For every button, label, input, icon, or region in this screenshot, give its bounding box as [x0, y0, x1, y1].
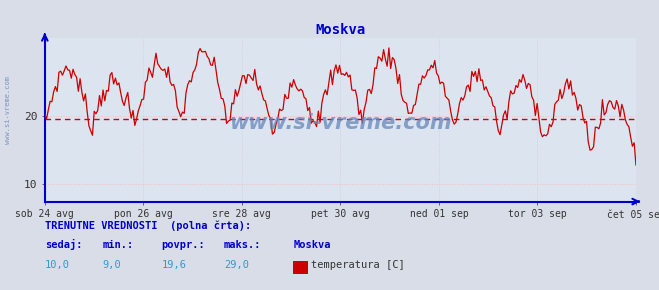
Text: maks.:: maks.:	[224, 240, 262, 250]
Text: 19,6: 19,6	[161, 260, 186, 270]
Text: TRENUTNE VREDNOSTI  (polna črta):: TRENUTNE VREDNOSTI (polna črta):	[45, 221, 251, 231]
Text: temperatura [C]: temperatura [C]	[311, 260, 405, 270]
Text: 29,0: 29,0	[224, 260, 249, 270]
Text: www.si-vreme.com: www.si-vreme.com	[229, 113, 451, 133]
Text: sedaj:: sedaj:	[45, 239, 82, 250]
Text: min.:: min.:	[102, 240, 133, 250]
Text: povpr.:: povpr.:	[161, 240, 205, 250]
Title: Moskva: Moskva	[315, 23, 366, 37]
Text: www.si-vreme.com: www.si-vreme.com	[5, 76, 11, 144]
Text: Moskva: Moskva	[293, 240, 331, 250]
Text: 9,0: 9,0	[102, 260, 121, 270]
Text: 10,0: 10,0	[45, 260, 70, 270]
